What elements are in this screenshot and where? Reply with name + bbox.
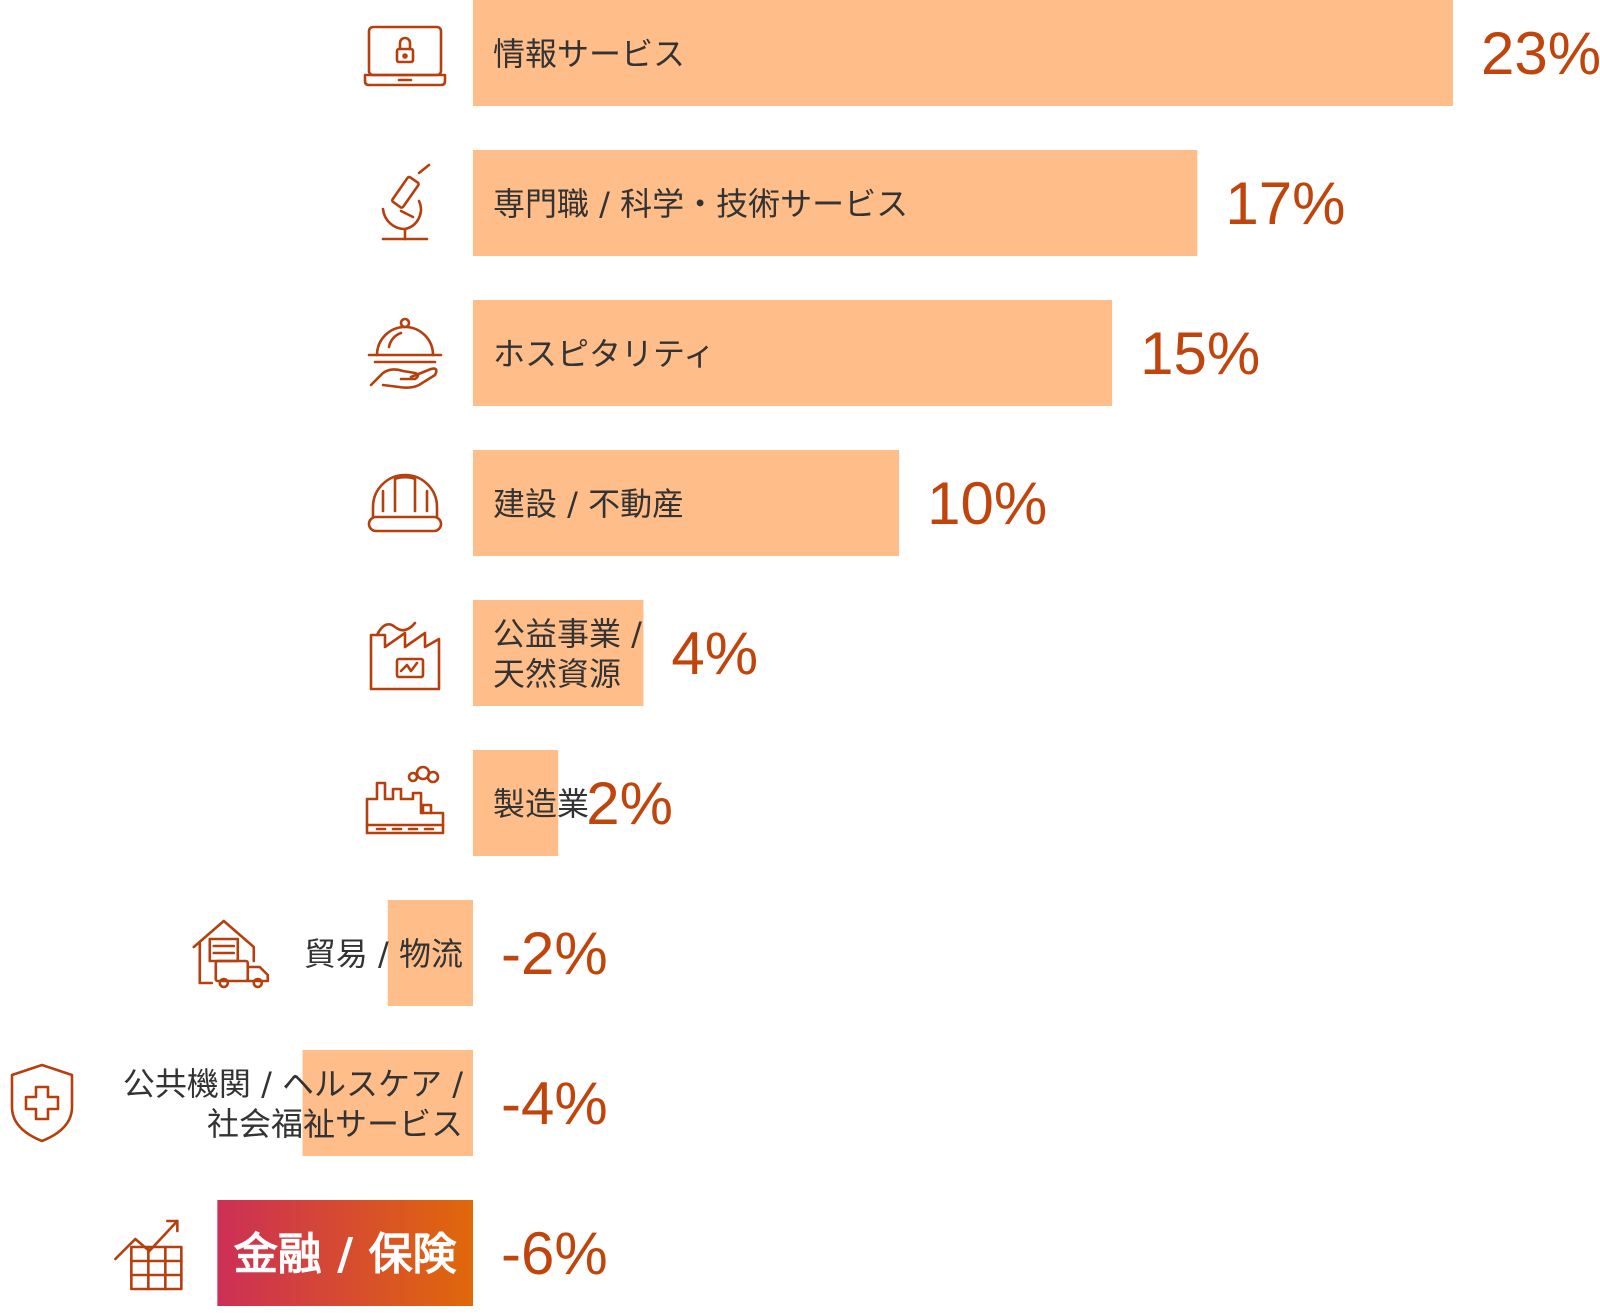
bar-2 <box>473 150 1198 256</box>
value-label-8: -4% <box>501 1070 608 1137</box>
category-label-line: 建設 / 不動産 <box>493 485 684 523</box>
value-label-6: 2% <box>586 770 673 837</box>
category-label-line: 公益事業 / <box>493 615 642 653</box>
category-label-9: 金融 / 保険 <box>233 1229 458 1280</box>
cloche-hand-icon <box>367 317 443 389</box>
bar-3 <box>473 300 1113 406</box>
icons <box>10 25 447 1291</box>
category-label-line: 公共機関 / ヘルスケア / <box>123 1065 463 1103</box>
value-label-9: -6% <box>501 1220 608 1287</box>
bar-6 <box>473 750 559 856</box>
bars <box>217 0 1453 1306</box>
value-label-7: -2% <box>501 920 608 987</box>
category-label-line: 専門職 / 科学・技術サービス <box>493 185 908 223</box>
value-label-5: 4% <box>671 620 758 687</box>
health-shield-icon <box>10 1063 74 1143</box>
bar-5 <box>473 600 644 706</box>
finance-growth-icon <box>114 1219 183 1291</box>
bar-8 <box>302 1050 473 1156</box>
bar-1 <box>473 0 1453 106</box>
category-label-7: 貿易 / 物流 <box>304 935 463 973</box>
laptop-lock-icon <box>363 25 447 87</box>
category-label-1: 情報サービス <box>493 35 685 73</box>
value-label-2: 17% <box>1225 170 1345 237</box>
category-label-line: 製造業 <box>493 785 589 823</box>
bar-7 <box>387 900 473 1006</box>
category-label-6: 製造業 <box>493 785 589 823</box>
category-label-line: 情報サービス <box>493 35 685 73</box>
bar-4 <box>473 450 900 556</box>
factory-icon <box>365 765 445 835</box>
bar-9 <box>217 1200 473 1306</box>
category-label-line: 社会福祉サービス <box>207 1105 463 1143</box>
warehouse-truck-icon <box>192 919 270 989</box>
category-label-3: ホスピタリティ <box>493 335 715 373</box>
hard-hat-icon <box>367 473 443 533</box>
value-label-1: 23% <box>1481 20 1600 87</box>
value-label-3: 15% <box>1140 320 1260 387</box>
category-label-line: ホスピタリティ <box>493 335 715 373</box>
value-label-4: 10% <box>927 470 1047 537</box>
category-label-2: 専門職 / 科学・技術サービス <box>493 185 908 223</box>
category-label-8: 公共機関 / ヘルスケア /社会福祉サービス <box>123 1065 463 1143</box>
category-label-4: 建設 / 不動産 <box>493 485 684 523</box>
utility-plant-icon <box>369 621 441 691</box>
category-label-line: 貿易 / 物流 <box>304 935 463 973</box>
category-label-line: 天然資源 <box>493 655 621 693</box>
value-labels: 23% 17% 15% 10% 4% 2% -2% -4% -6% <box>501 20 1600 1287</box>
category-label-line: 金融 / 保険 <box>233 1229 458 1280</box>
microscope-icon <box>381 163 431 241</box>
category-label-5: 公益事業 /天然資源 <box>493 615 642 693</box>
